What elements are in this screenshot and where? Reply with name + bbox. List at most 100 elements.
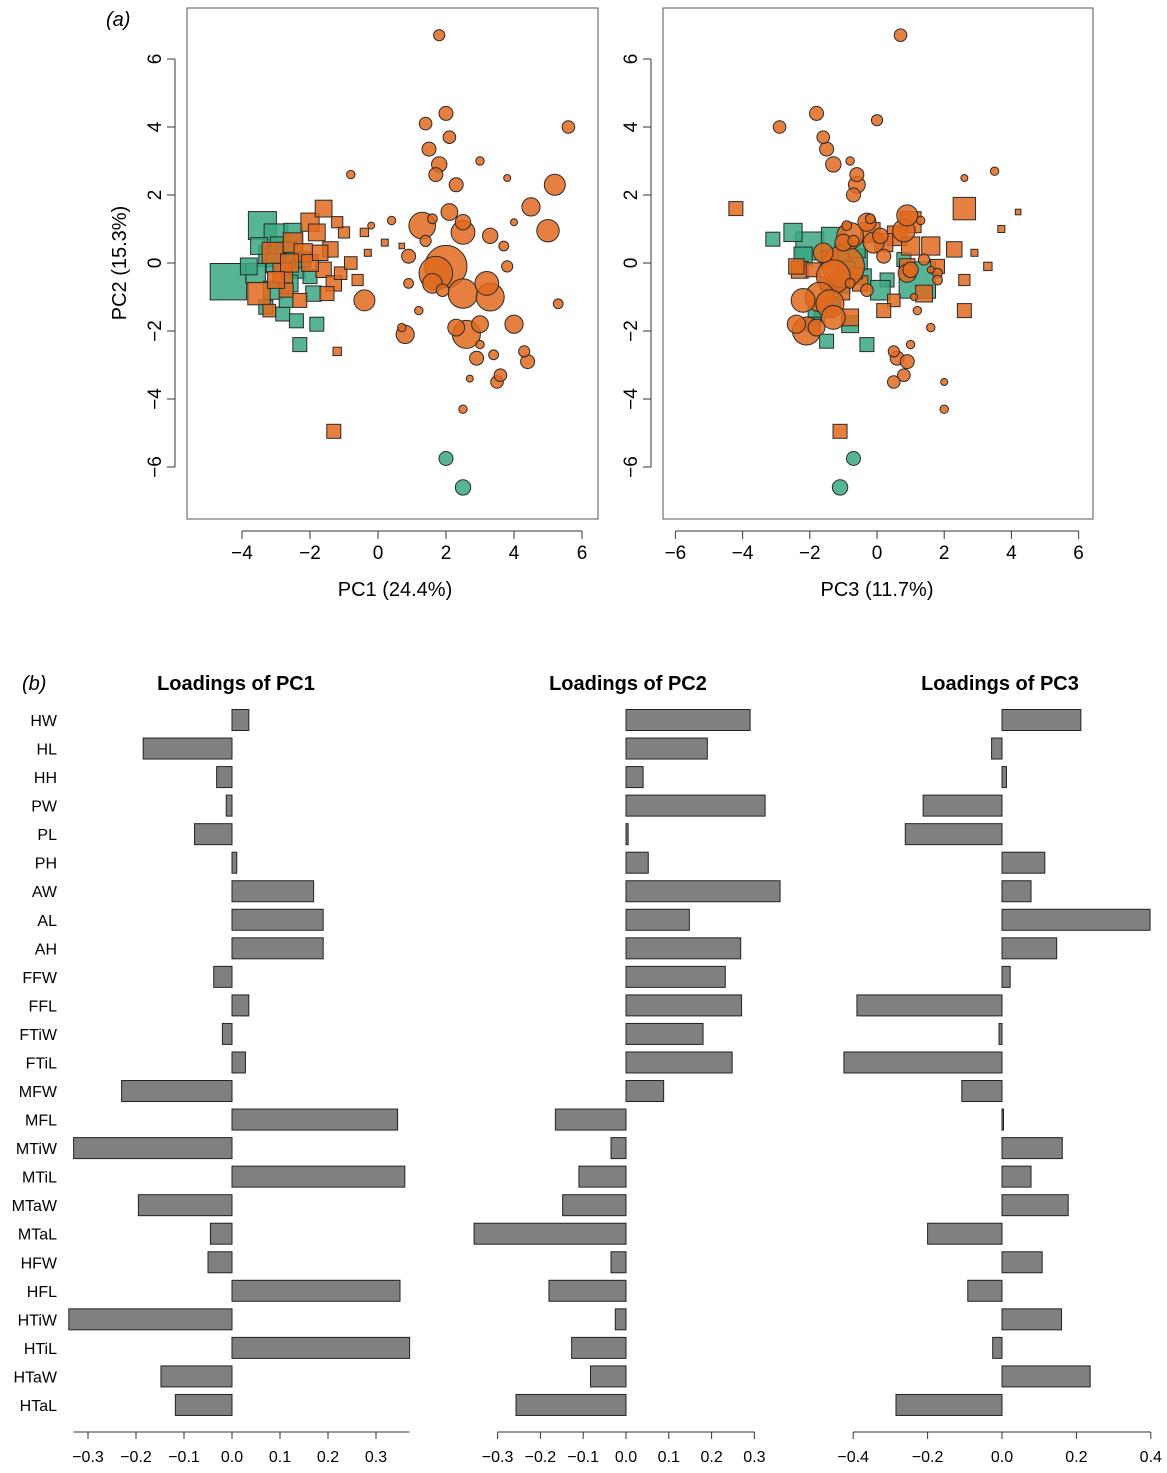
scatter-pc1-orange-circle-point (418, 116, 433, 131)
scatter-pc1-orange-circle-point (482, 227, 499, 245)
scatter-pc3-y-tick-label: −2 (621, 320, 642, 342)
scatter-pc3-y-tick-label: −4 (621, 388, 642, 410)
scatter-pc3-green-circle-point (831, 479, 849, 496)
loadings-pc3-title: Loadings of PC3 (921, 673, 1079, 695)
loadings-pc2-bar (554, 1108, 627, 1131)
variable-labels: HW HL HH PW PL PH AW AL AH FFW FFL FTiW FTiL MFW MFL MT… (12, 713, 58, 1415)
loadings-pc3-bar (1001, 1165, 1032, 1188)
loadings-pc3-bar (1001, 937, 1058, 960)
variable-label: MTaW (12, 1198, 58, 1215)
scatter-pc3-orange-square-point (970, 248, 979, 257)
scatter-pc1-y-label: PC2 (15.3%) (109, 206, 131, 321)
scatter-pc3-orange-square-point (876, 303, 892, 319)
loadings-pc1-x-tick-label: 0.0 (221, 1449, 243, 1466)
loadings-pc3-bar (1001, 1108, 1004, 1131)
loadings-pc2-bar (625, 1051, 733, 1074)
loadings-pc1-bar (231, 994, 250, 1017)
scatter-pc1-orange-square-point (337, 226, 351, 239)
scatter-pc3-x-axis: −6 −4 −2 0 2 4 6 (665, 530, 1084, 564)
loadings-pc2-x-tick-label: −0.2 (525, 1449, 557, 1466)
scatter-pc1-orange-square-point (363, 248, 372, 257)
loadings-pc1-bar (174, 1393, 233, 1416)
loadings-pc3-bar (1001, 709, 1082, 731)
scatter-pc3-orange-square-point (921, 236, 941, 256)
scatter-pc1-orange-circle-point (428, 167, 444, 183)
panel-b-label: (b) (22, 673, 46, 695)
loadings-pc2-bar (625, 766, 644, 789)
scatter-pc1-orange-circle-point (401, 248, 417, 264)
scatter-pc3-orange-square-point (997, 225, 1006, 233)
scatter-pc3-orange-circle-point (917, 253, 931, 266)
scatter-pc1-orange-circle-point (403, 278, 415, 289)
loadings-pc2-bar (610, 1251, 627, 1274)
loadings-pc1-bar (225, 794, 233, 817)
loadings-pc3-bar (1001, 908, 1151, 931)
scatter-pc1-orange-circle-point (498, 240, 510, 252)
loadings-pc2-bar (589, 1365, 627, 1388)
loadings-pc3: Loadings of PC3 −0.4 −0.2 0.0 0.2 0.4 (837, 673, 1162, 1466)
loadings-pc2: Loadings of PC2 −0.3 −0.2 −0.1 0.0 0.1 0.2 0.3 (473, 673, 781, 1466)
scatter-pc1-y-axis: −6 −4 −2 0 2 4 6 (145, 54, 176, 478)
scatter-pc3-orange-circle-point (825, 156, 842, 173)
loadings-pc1-bar (194, 823, 233, 846)
loadings-pc2-bar (625, 880, 781, 903)
loadings-pc1: Loadings of PC1 −0.3 −0.2 −0.1 0.0 0.1 0.2 0.3 (68, 673, 411, 1466)
loadings-pc3-x-tick-label: −0.4 (837, 1449, 869, 1466)
loadings-pc1-bar (231, 937, 324, 960)
variable-label: HFL (27, 1284, 57, 1301)
scatter-pc3-y-tick-label: 6 (621, 54, 642, 65)
loadings-pc1-bar (207, 1251, 233, 1274)
scatter-pc3-green-square-point (819, 333, 835, 349)
loadings-pc3-bar (967, 1279, 1003, 1302)
scatter-pc1-orange-circle-point (488, 349, 500, 361)
variable-label: PW (31, 799, 58, 816)
variable-label: HTiW (18, 1312, 58, 1329)
scatter-pc1-orange-square-point (351, 273, 364, 287)
scatter-pc1-green-circle-point (454, 479, 472, 496)
loadings-pc2-bar (625, 851, 649, 874)
loadings-pc3-bar (856, 994, 1003, 1017)
variable-label: PL (37, 827, 57, 844)
scatter-pc3-orange-square-point (956, 303, 972, 319)
loadings-pc1-bar (213, 965, 233, 988)
scatter-pc3-orange-circle-point (807, 318, 826, 337)
variable-label: MTiW (16, 1141, 58, 1158)
loadings-pc3-bar (1001, 766, 1007, 789)
scatter-pc3-orange-circle-point (912, 305, 923, 316)
scatter-pc3-x-tick-label: −4 (732, 543, 754, 564)
loadings-pc1-x-tick-label: −0.2 (120, 1449, 152, 1466)
loadings-pc2-bar (473, 1222, 627, 1245)
scatter-pc1-orange-circle-point (458, 404, 468, 414)
scatter-pc1-x-axis: −4 −2 0 2 4 6 (231, 530, 587, 564)
scatter-pc3-orange-circle-point (932, 274, 943, 286)
loadings-pc1-bar (231, 851, 238, 874)
scatter-pc3-orange-circle-point (940, 378, 949, 386)
scatter-pc3-orange-circle-point (915, 215, 926, 226)
variable-label: FTiL (26, 1055, 58, 1072)
scatter-pc3-orange-circle-point (872, 227, 889, 245)
scatter-pc3-y-tick-label: 4 (621, 121, 642, 132)
scatter-pc1-orange-square-point (331, 216, 344, 229)
scatter-pc1-orange-square-point (261, 241, 284, 264)
variable-label: MFW (19, 1084, 58, 1101)
scatter-pc1-orange-circle-point (447, 318, 466, 337)
loadings-pc2-x-tick-label: 0.3 (743, 1449, 765, 1466)
loadings-pc1-x-tick-label: −0.1 (168, 1449, 200, 1466)
scatter-pc1-orange-circle-point (442, 130, 457, 144)
loadings-pc2-bar (625, 1022, 704, 1045)
scatter-pc1-orange-square-point (359, 227, 370, 238)
loadings-pc3-x-axis: −0.4 −0.2 0.0 0.2 0.4 (837, 1431, 1162, 1466)
scatter-pc1-orange-circle-point (438, 105, 454, 121)
loadings-pc2-bar (625, 994, 743, 1017)
scatter-pc3-orange-circle-point (860, 283, 874, 298)
variable-label: AW (32, 884, 58, 901)
loadings-pc2-bar (571, 1336, 627, 1359)
scatter-pc1-orange-circle-point (421, 141, 437, 157)
scatter-pc1-x-label: PC1 (24.4%) (338, 579, 453, 601)
variable-label: HW (30, 713, 58, 730)
loadings-pc1-bar (231, 1165, 406, 1188)
scatter-pc1-orange-circle-point (367, 221, 376, 230)
scatter-pc1-orange-circle-point (493, 368, 508, 383)
scatter-pc1-y-tick-label: 4 (145, 121, 166, 132)
scatter-pc1-green-square-point (305, 285, 322, 302)
